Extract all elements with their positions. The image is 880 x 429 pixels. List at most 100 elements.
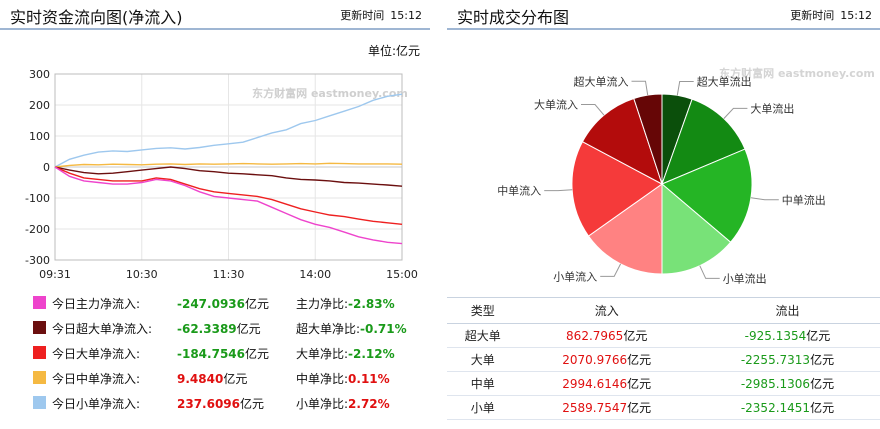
series-line-1 [54, 93, 403, 168]
header-outflow: 流出 [694, 297, 880, 324]
legend-ratio-value: -2.83% [348, 297, 395, 311]
inflow-unit: 亿元 [627, 353, 652, 367]
legend-value-unit: 亿元 [223, 372, 248, 386]
legend-ratio: 大单净比:-2.12% [296, 345, 395, 362]
inflow-value: 2070.9766 [562, 353, 628, 367]
legend-item: 今日大单净流入: -184.7546亿元 大单净比:-2.12% [30, 342, 430, 367]
outflow-unit: 亿元 [806, 329, 831, 343]
y-tick-label: 200 [29, 99, 50, 112]
pie-leader-line [600, 263, 622, 277]
legend-item: 今日小单净流入: 237.6096亿元 小单净比:2.72% [30, 392, 430, 417]
legend-label: 今日超大单净流入: [52, 322, 153, 336]
inflow-value: 862.7965 [566, 329, 624, 343]
row-type: 中单 [447, 371, 519, 396]
legend-value: -62.3389亿元 [177, 320, 261, 337]
header-type: 类型 [447, 297, 519, 324]
y-tick-label: 100 [29, 130, 50, 143]
header-inflow: 流入 [518, 297, 695, 324]
series-line-5 [54, 166, 403, 245]
unit-label: 单位:亿元 [367, 44, 420, 58]
fund-flow-header: 实时资金流向图(净流入) 更新时间 15:12 [0, 0, 430, 30]
pie-slice-label: 大单流入 [534, 98, 578, 112]
x-tick-label: 11:30 [213, 268, 245, 281]
table-row: 大单 2070.9766亿元 -2255.7313亿元 [447, 347, 880, 372]
legend-ratio-label: 主力净比: [296, 297, 349, 311]
pie-slice [661, 182, 732, 275]
inflow-unit: 亿元 [627, 401, 652, 415]
update-time-value: 15:12 [390, 9, 422, 22]
pie-slice-label: 小单流出 [723, 271, 767, 285]
row-inflow: 862.7965亿元 [518, 323, 695, 348]
pie-slice-label: 中单流入 [497, 184, 541, 198]
legend-label: 今日大单净流入: [52, 347, 141, 361]
legend-ratio: 中单净比:0.11% [296, 370, 390, 387]
update-label: 更新时间 [340, 9, 385, 22]
row-inflow: 2070.9766亿元 [518, 347, 695, 372]
legend-value-unit: 亿元 [245, 297, 270, 311]
outflow-unit: 亿元 [810, 353, 835, 367]
legend-label: 今日主力净流入: [52, 297, 141, 311]
legend-value: -184.7546亿元 [177, 345, 269, 362]
pie-slice-label: 小单流入 [553, 269, 597, 283]
outflow-unit: 亿元 [810, 377, 835, 391]
inflow-unit: 亿元 [623, 329, 648, 343]
legend-value-number: 9.4840 [177, 372, 224, 386]
series-line-2 [54, 162, 403, 168]
legend-ratio-label: 小单净比: [296, 397, 349, 411]
row-type: 大单 [447, 347, 519, 372]
legend-swatch [33, 346, 46, 359]
update-label: 更新时间 [790, 9, 835, 22]
trade-distribution-update-time: 更新时间 15:12 [784, 7, 872, 23]
legend-value: 9.4840亿元 [177, 370, 247, 387]
row-outflow: -2352.1451亿元 [694, 395, 880, 420]
fund-flow-panel: 实时资金流向图(净流入) 更新时间 15:12 单位:亿元 300 200 100 0 -… [0, 0, 430, 429]
outflow-value: -2352.1451 [740, 401, 811, 415]
pie-slice [571, 141, 663, 237]
x-tick-label: 14:00 [299, 268, 331, 281]
y-tick-label: 0 [43, 161, 50, 174]
inflow-value: 2589.7547 [562, 401, 628, 415]
legend-value-number: -184.7546 [177, 347, 245, 361]
legend-ratio: 小单净比:2.72% [296, 395, 390, 412]
legend-value-number: 237.6096 [177, 397, 241, 411]
legend-ratio-value: 0.11% [348, 372, 390, 386]
legend-ratio-value: -0.71% [360, 322, 407, 336]
outflow-unit: 亿元 [810, 401, 835, 415]
pie-leader-line [631, 80, 649, 96]
x-tick-label: 09:31 [39, 268, 71, 281]
row-outflow: -2985.1306亿元 [694, 371, 880, 396]
pie-slice-label: 中单流出 [782, 193, 826, 207]
legend-label: 今日中单净流入: [52, 372, 141, 386]
row-outflow: -2255.7313亿元 [694, 347, 880, 372]
pie-leader-line [581, 104, 605, 116]
pie-slice-label: 大单流出 [750, 101, 794, 115]
legend-ratio-label: 大单净比: [296, 347, 349, 361]
legend-ratio-label: 中单净比: [296, 372, 349, 386]
legend-ratio: 超大单净比:-0.71% [296, 320, 407, 337]
legend-swatch [33, 396, 46, 409]
row-outflow: -925.1354亿元 [694, 323, 880, 348]
x-tick-label: 10:30 [126, 268, 158, 281]
row-inflow: 2994.6146亿元 [518, 371, 695, 396]
pie-leader-line [699, 265, 720, 279]
trade-distribution-table: 类型 流入 流出 超大单 862.7965亿元 -925.1354亿元 大单 2070.… [447, 297, 880, 420]
legend-item: 今日主力净流入: -247.0936亿元 主力净比:-2.83% [30, 292, 430, 317]
pie-slice [633, 93, 663, 185]
pie-slice [661, 148, 753, 243]
y-tick-label: -100 [25, 192, 50, 205]
y-tick-label: 300 [29, 68, 50, 81]
pie-leader-line [723, 107, 748, 119]
trade-distribution-panel: 实时成交分布图 更新时间 15:12 东方财富网 eastmoney.com 超大单… [447, 0, 880, 429]
pie-slice-label: 超大单流出 [697, 75, 752, 89]
x-tick-label: 15:00 [386, 268, 418, 281]
row-inflow: 2589.7547亿元 [518, 395, 695, 420]
y-tick-label: -200 [25, 223, 50, 236]
legend-swatch [33, 321, 46, 334]
series-line-3 [54, 166, 403, 187]
table-row: 中单 2994.6146亿元 -2985.1306亿元 [447, 371, 880, 396]
series-line-4 [54, 166, 403, 225]
legend-value-number: -62.3389 [177, 322, 237, 336]
row-type: 超大单 [447, 323, 519, 348]
